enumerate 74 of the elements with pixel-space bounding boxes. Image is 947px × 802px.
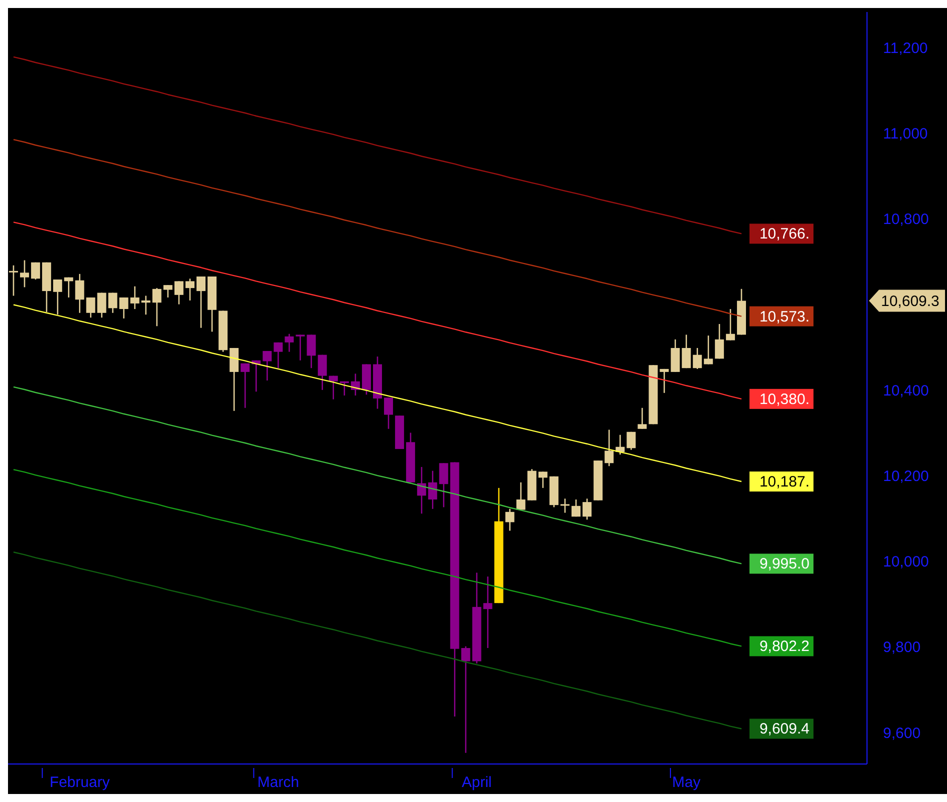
data-label: 10,187. <box>759 474 810 491</box>
candlestick <box>284 333 294 352</box>
candlestick <box>516 482 526 510</box>
candlestick <box>505 508 514 532</box>
data-label: 9,802.2 <box>759 638 810 656</box>
candlestick <box>417 466 426 514</box>
candlestick <box>9 264 18 296</box>
candlestick <box>461 646 470 754</box>
y-tick-label: 10,000 <box>883 554 929 571</box>
candlestick <box>296 334 305 362</box>
candlestick <box>626 431 636 450</box>
candlestick <box>572 498 581 518</box>
candlestick <box>318 354 327 391</box>
candlestick <box>230 347 239 412</box>
x-tick-label: February <box>50 774 110 791</box>
candlestick <box>130 286 140 310</box>
candlestick <box>328 375 338 400</box>
candlestick <box>75 273 84 314</box>
candlestick <box>108 292 118 314</box>
x-tick-label: April <box>462 774 492 791</box>
line-series <box>12 386 742 564</box>
data-label: 10,766. <box>759 226 810 243</box>
candlestick <box>152 287 162 327</box>
data-label: 9,609.4 <box>759 720 810 738</box>
candlestick <box>660 368 669 394</box>
candlestick <box>20 260 30 288</box>
candlestick <box>240 362 250 409</box>
candlestick <box>384 396 394 430</box>
candlestick <box>174 280 184 305</box>
candlestick <box>97 292 106 318</box>
y-tick-label: 10,800 <box>883 211 929 228</box>
candlestick <box>560 498 570 514</box>
candlestick <box>726 308 735 341</box>
candlestick <box>274 342 283 369</box>
x-tick-label: March <box>257 774 300 791</box>
y-tick-label: 9,600 <box>883 724 921 742</box>
candlestick <box>704 334 713 365</box>
y-tick-label: 11,000 <box>883 126 928 143</box>
data-label: 9,995.0 <box>759 556 810 573</box>
candlestick <box>682 334 691 369</box>
line-series <box>12 304 742 482</box>
line-series <box>12 552 742 730</box>
candlestick <box>119 296 128 320</box>
candlestick <box>670 338 680 373</box>
candlestick <box>483 576 492 649</box>
candlestick <box>31 262 40 280</box>
line-series <box>12 222 742 400</box>
y-tick-label: 11,200 <box>883 40 928 57</box>
candlestick <box>714 323 724 360</box>
candlestick <box>604 429 614 467</box>
candlestick <box>428 470 438 510</box>
candlestick <box>196 276 206 329</box>
data-label: 10,380. <box>759 390 810 408</box>
candlestick <box>692 347 702 370</box>
line-series <box>12 468 742 647</box>
candlestick <box>185 278 194 302</box>
candlestick <box>64 276 74 298</box>
candlestick <box>306 334 316 369</box>
candlestick <box>163 284 172 298</box>
candlestick <box>262 350 272 382</box>
candlestick <box>439 462 448 508</box>
y-tick-label: 10,400 <box>883 382 929 400</box>
candlestick <box>538 471 548 489</box>
y-tick-label: 10,200 <box>883 468 929 485</box>
line-series <box>12 56 742 234</box>
candlestick <box>638 407 647 430</box>
y-tick-label: 9,800 <box>883 639 921 656</box>
data-label: 10,573. <box>759 308 810 326</box>
candlestick <box>141 295 150 316</box>
candlestick <box>53 278 62 316</box>
candlestick <box>582 498 592 520</box>
x-tick-label: May <box>672 774 701 791</box>
candlestick <box>86 296 96 318</box>
text: 10,609.3 <box>881 292 940 310</box>
